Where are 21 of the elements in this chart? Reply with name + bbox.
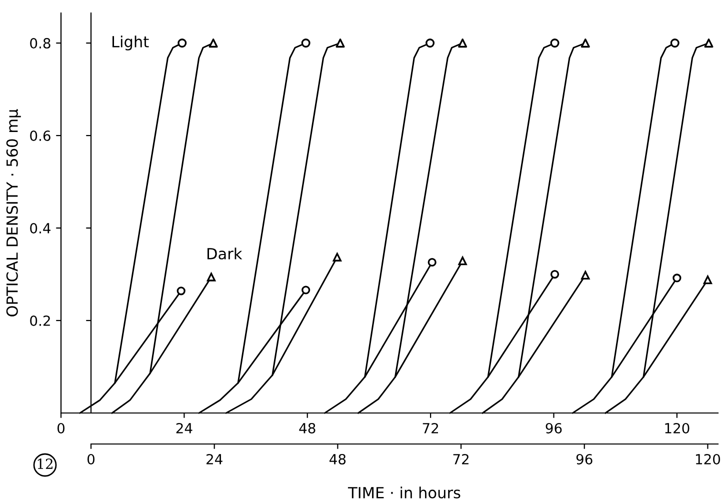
y-tick-label: 0.6: [30, 130, 50, 142]
y-tick-label: 0.8: [30, 38, 50, 49]
x2-tick-label: 48: [330, 454, 346, 464]
x-tick-label: 120: [665, 422, 690, 434]
x-tick-label: 96: [546, 422, 562, 434]
x-tick-label: 48: [299, 422, 316, 434]
y-axis-title: OPTICAL DENSITY · 560 mμ: [6, 109, 21, 316]
x2-tick-label: 24: [206, 454, 222, 464]
x2-tick-label: 0: [87, 454, 94, 464]
y-tick-label: 0.4: [30, 222, 50, 234]
x2-tick-label: 120: [696, 454, 720, 464]
x-tick-label: 24: [176, 422, 192, 434]
x-tick-label: 0: [57, 422, 64, 434]
annotation: Light: [112, 36, 149, 50]
annotation: Dark: [208, 248, 242, 260]
x2-axis-title: TIME · in hours: [348, 486, 460, 498]
y-tick-label: 0.2: [30, 315, 50, 326]
x2-tick-label: 96: [576, 454, 592, 464]
x2-tick-label: 72: [453, 454, 468, 464]
x-tick-label: 72: [422, 422, 438, 434]
text: 12: [38, 458, 52, 469]
